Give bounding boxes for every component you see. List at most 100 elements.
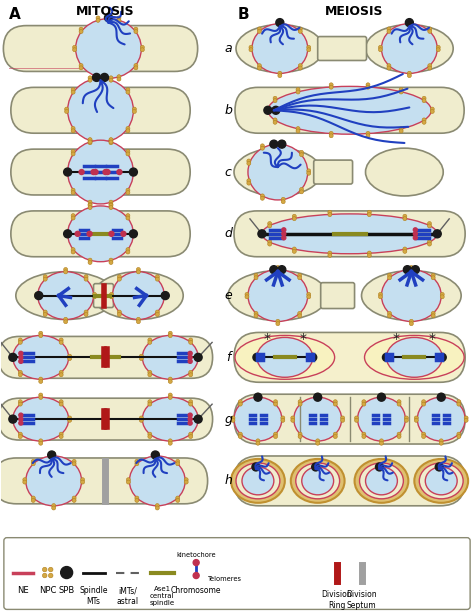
Ellipse shape (419, 463, 463, 499)
Circle shape (298, 66, 302, 70)
Circle shape (422, 96, 426, 100)
Circle shape (296, 126, 300, 131)
Circle shape (52, 504, 55, 508)
Ellipse shape (236, 463, 280, 499)
Circle shape (88, 76, 92, 80)
Text: A: A (9, 7, 20, 22)
Circle shape (298, 27, 302, 31)
Ellipse shape (382, 23, 437, 73)
Circle shape (188, 355, 192, 359)
Circle shape (282, 236, 286, 240)
Circle shape (64, 110, 69, 113)
Circle shape (168, 334, 172, 338)
Circle shape (258, 230, 266, 238)
Circle shape (10, 416, 14, 420)
Ellipse shape (248, 270, 308, 322)
Text: b: b (224, 103, 232, 117)
Circle shape (155, 504, 159, 508)
Circle shape (387, 27, 391, 31)
Circle shape (410, 319, 413, 323)
Ellipse shape (68, 140, 133, 204)
Circle shape (109, 140, 113, 144)
Circle shape (328, 210, 332, 214)
Circle shape (404, 418, 409, 423)
Circle shape (270, 265, 278, 274)
Circle shape (264, 107, 272, 114)
Circle shape (39, 331, 43, 335)
Circle shape (273, 96, 277, 100)
Circle shape (397, 434, 401, 439)
Circle shape (59, 373, 63, 377)
Circle shape (31, 496, 35, 500)
Circle shape (118, 310, 121, 314)
Circle shape (155, 277, 159, 281)
Circle shape (387, 63, 391, 68)
Circle shape (64, 230, 69, 235)
Circle shape (253, 354, 261, 362)
FancyBboxPatch shape (318, 36, 366, 60)
Circle shape (148, 432, 152, 436)
Circle shape (298, 402, 302, 406)
FancyBboxPatch shape (234, 394, 465, 444)
Circle shape (72, 460, 76, 463)
Circle shape (68, 418, 72, 423)
Text: f: f (226, 351, 230, 364)
Circle shape (148, 370, 152, 375)
Circle shape (300, 153, 303, 156)
Circle shape (88, 140, 92, 144)
Circle shape (88, 140, 92, 145)
Circle shape (71, 90, 75, 94)
Circle shape (430, 107, 434, 111)
Circle shape (276, 268, 280, 272)
Circle shape (126, 190, 130, 195)
Circle shape (43, 312, 47, 317)
Circle shape (265, 110, 269, 113)
FancyBboxPatch shape (234, 211, 465, 257)
Circle shape (362, 434, 366, 439)
Circle shape (139, 354, 143, 358)
Circle shape (193, 572, 199, 578)
Text: *: * (264, 333, 270, 346)
Ellipse shape (360, 463, 403, 499)
Circle shape (278, 71, 282, 75)
Circle shape (139, 416, 143, 420)
Circle shape (281, 143, 285, 147)
Ellipse shape (257, 338, 313, 377)
Circle shape (117, 16, 121, 20)
Circle shape (126, 129, 130, 133)
Circle shape (298, 63, 302, 68)
Circle shape (118, 277, 121, 281)
Circle shape (88, 258, 92, 262)
Circle shape (39, 439, 43, 443)
Circle shape (439, 441, 443, 445)
Circle shape (132, 230, 137, 235)
Circle shape (428, 224, 431, 228)
Circle shape (140, 46, 145, 49)
Circle shape (79, 27, 83, 31)
Circle shape (428, 66, 432, 70)
Circle shape (383, 354, 391, 362)
Circle shape (256, 439, 260, 443)
Circle shape (438, 354, 446, 362)
Circle shape (388, 276, 392, 280)
Circle shape (387, 30, 391, 33)
Circle shape (59, 370, 63, 375)
Circle shape (273, 402, 277, 406)
Circle shape (231, 416, 235, 420)
Circle shape (268, 224, 272, 228)
Circle shape (410, 322, 413, 326)
Circle shape (126, 248, 130, 251)
FancyBboxPatch shape (3, 26, 198, 71)
Circle shape (276, 18, 284, 26)
Circle shape (238, 402, 242, 406)
Circle shape (378, 295, 383, 299)
Circle shape (137, 317, 140, 322)
Ellipse shape (248, 144, 308, 200)
Circle shape (431, 314, 435, 318)
Circle shape (298, 274, 301, 277)
Circle shape (109, 78, 113, 82)
Circle shape (276, 319, 280, 323)
Circle shape (73, 46, 77, 49)
Circle shape (366, 85, 370, 89)
FancyBboxPatch shape (0, 336, 213, 378)
